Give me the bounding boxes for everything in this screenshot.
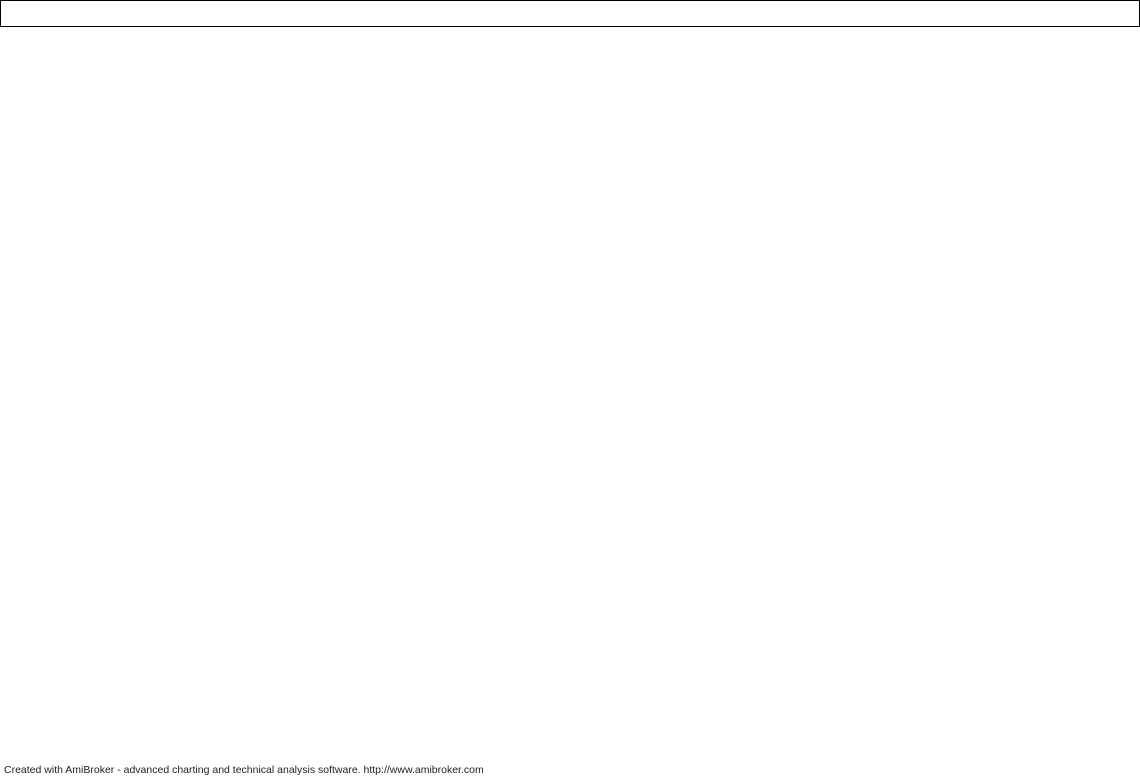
chart-title-bar (0, 0, 1140, 27)
footer-credit: Created with AmiBroker - advanced charti… (4, 764, 484, 776)
